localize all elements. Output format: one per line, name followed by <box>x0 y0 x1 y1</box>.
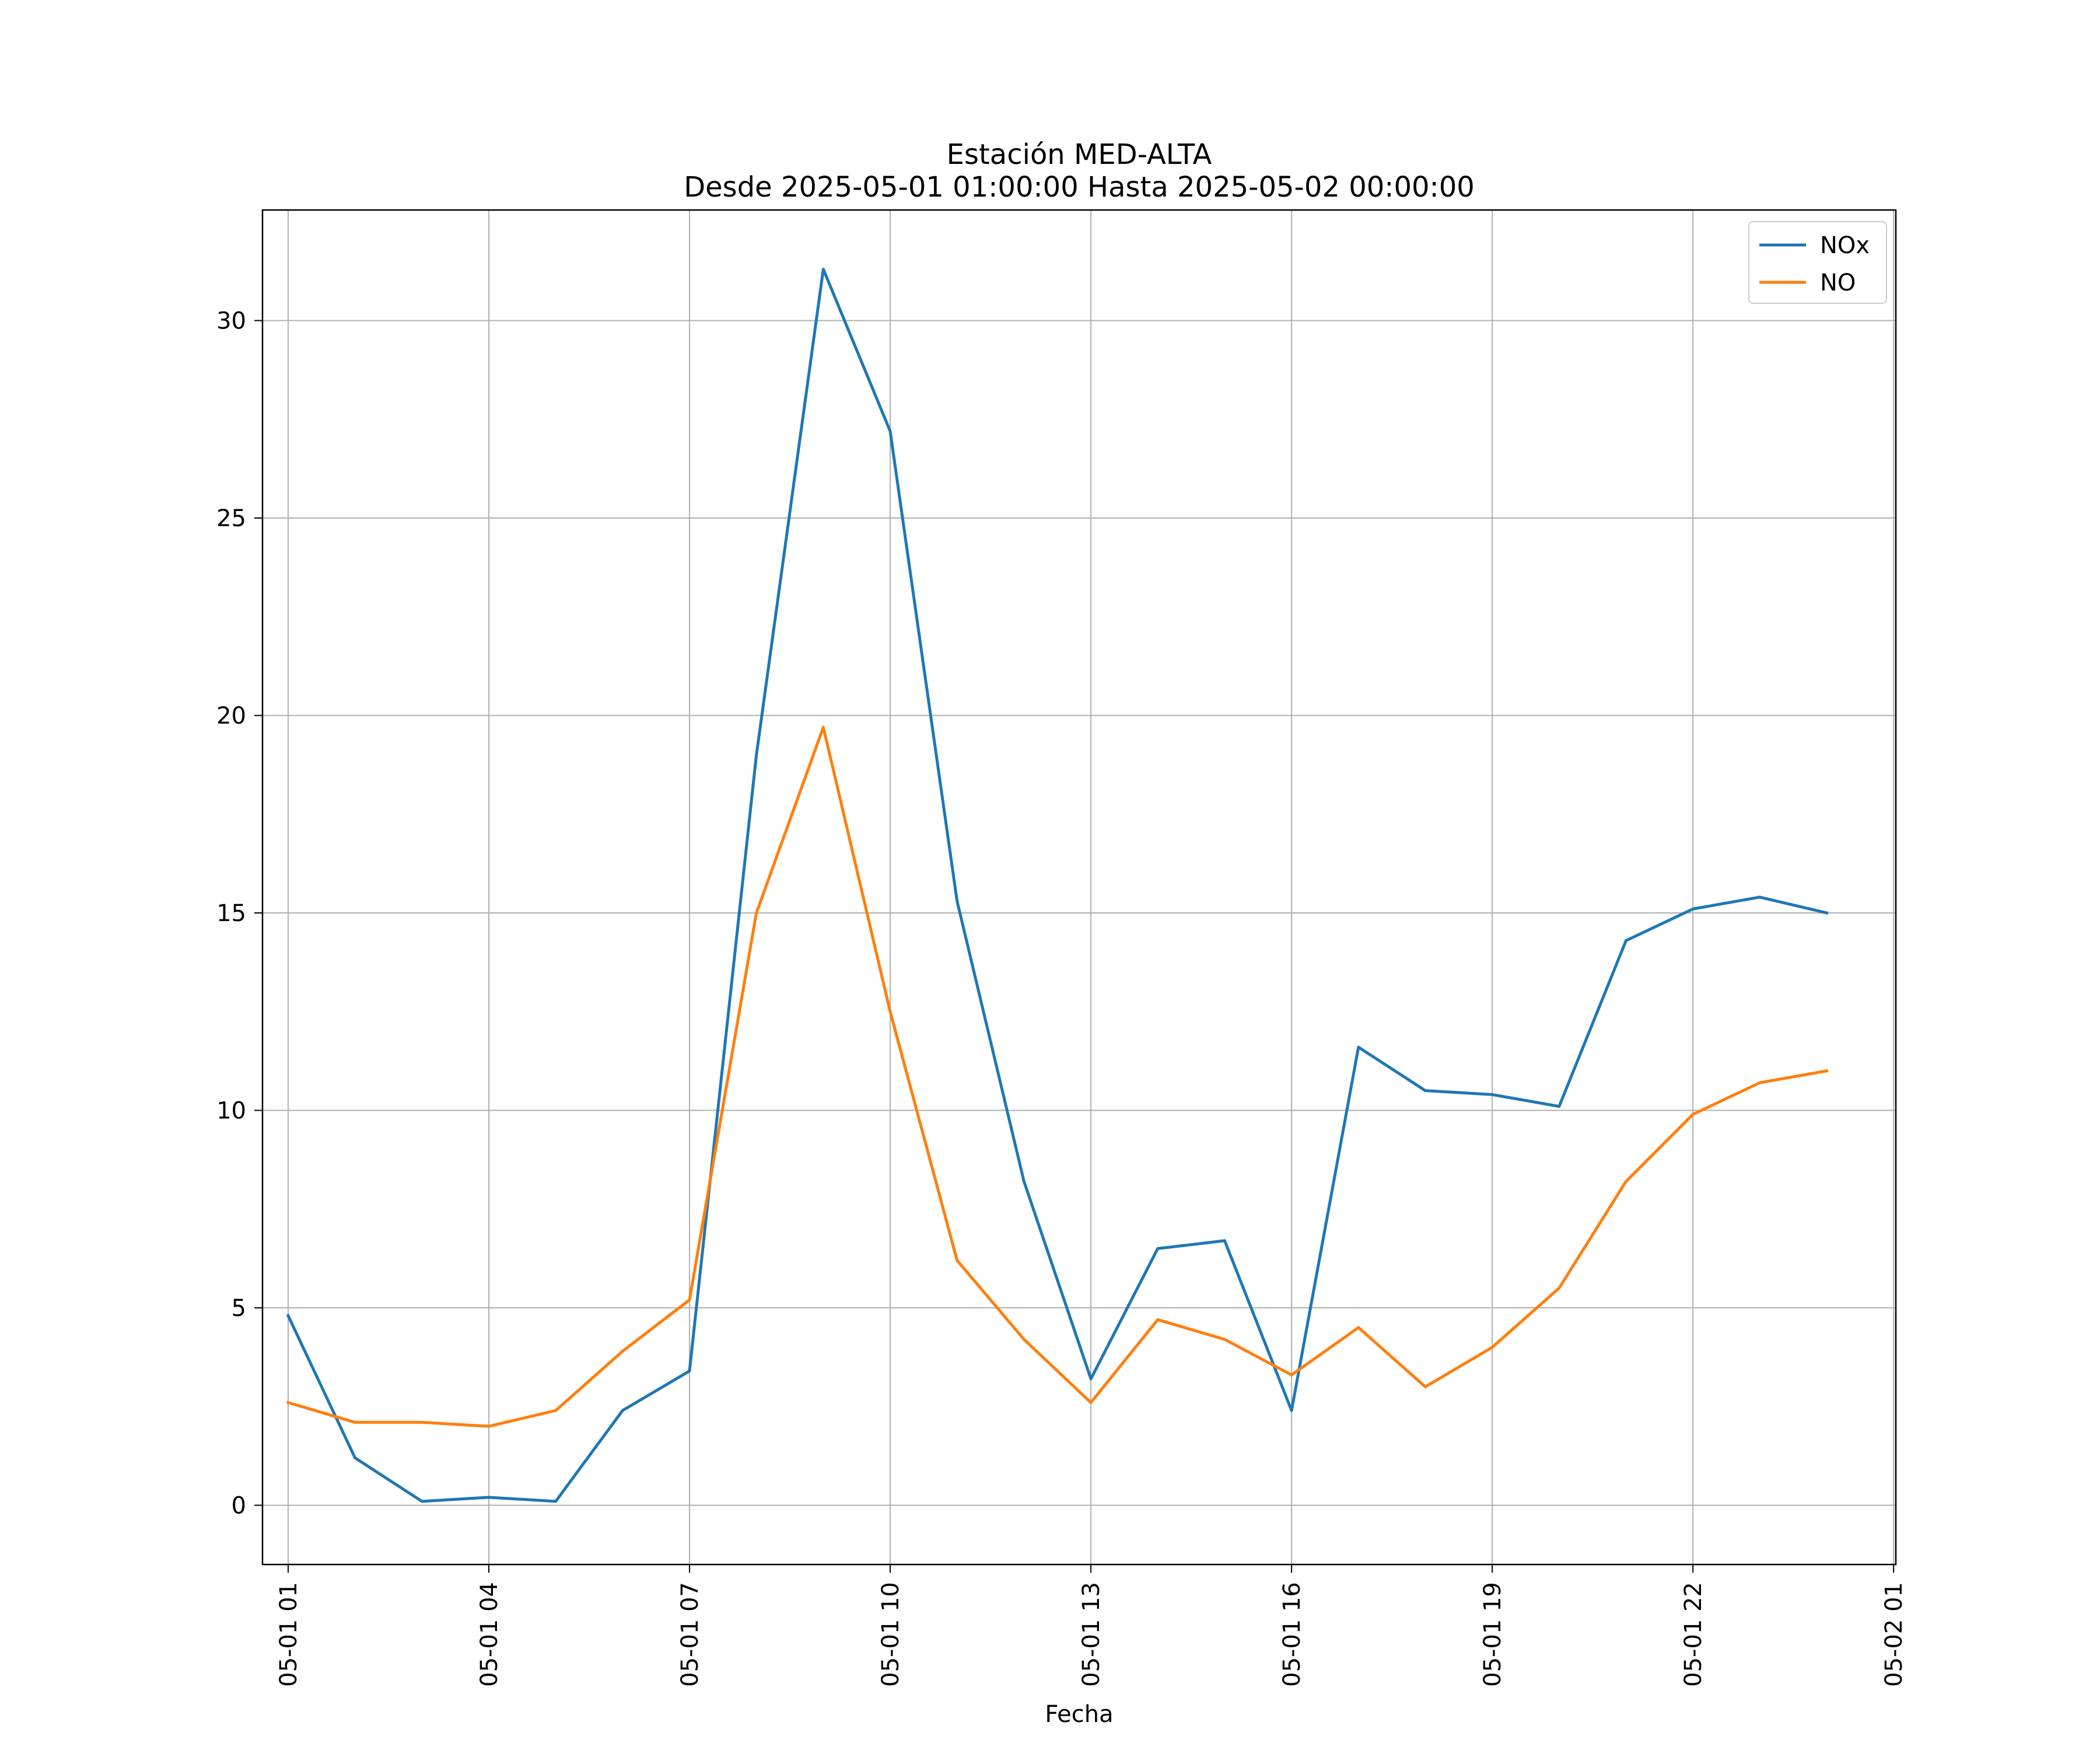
x-tick-label: 05-01 01 <box>275 1582 302 1687</box>
y-tick-label: 25 <box>216 505 246 532</box>
x-tick-label: 05-02 01 <box>1881 1582 1908 1687</box>
y-tick-label: 0 <box>232 1492 246 1519</box>
legend-label-nox: NOx <box>1820 232 1870 259</box>
x-tick-label: 05-01 19 <box>1479 1582 1506 1687</box>
x-axis-label: Fecha <box>1045 1701 1113 1728</box>
chart-subtitle: Desde 2025-05-01 01:00:00 Hasta 2025-05-… <box>684 171 1475 204</box>
y-tick-label: 30 <box>216 308 246 335</box>
series-line-nox <box>286 268 1829 1503</box>
series-line-no <box>286 726 1829 1428</box>
x-tick-label: 05-01 22 <box>1680 1582 1707 1687</box>
y-tick-label: 10 <box>216 1097 246 1124</box>
plot-frame <box>261 209 1897 1566</box>
series-lines <box>286 268 1829 1503</box>
grid <box>262 210 1896 1564</box>
x-tick-label: 05-01 13 <box>1078 1582 1105 1687</box>
y-tick-label: 20 <box>216 703 246 730</box>
x-tick-label: 05-01 10 <box>877 1582 904 1687</box>
chart-title: Estación MED-ALTA <box>947 138 1212 171</box>
y-tick-label: 15 <box>216 900 246 927</box>
axis-ticks: 05-01 01 05-01 04 05-01 07 05-01 10 05-01 13… <box>216 308 1908 1687</box>
x-tick-label: 05-01 16 <box>1279 1582 1306 1687</box>
x-tick-label: 05-01 04 <box>476 1582 503 1687</box>
y-tick-label: 5 <box>232 1295 246 1322</box>
legend: NOx NO <box>1748 221 1887 304</box>
legend-label-no: NO <box>1820 270 1856 296</box>
x-tick-label: 05-01 07 <box>677 1582 704 1687</box>
